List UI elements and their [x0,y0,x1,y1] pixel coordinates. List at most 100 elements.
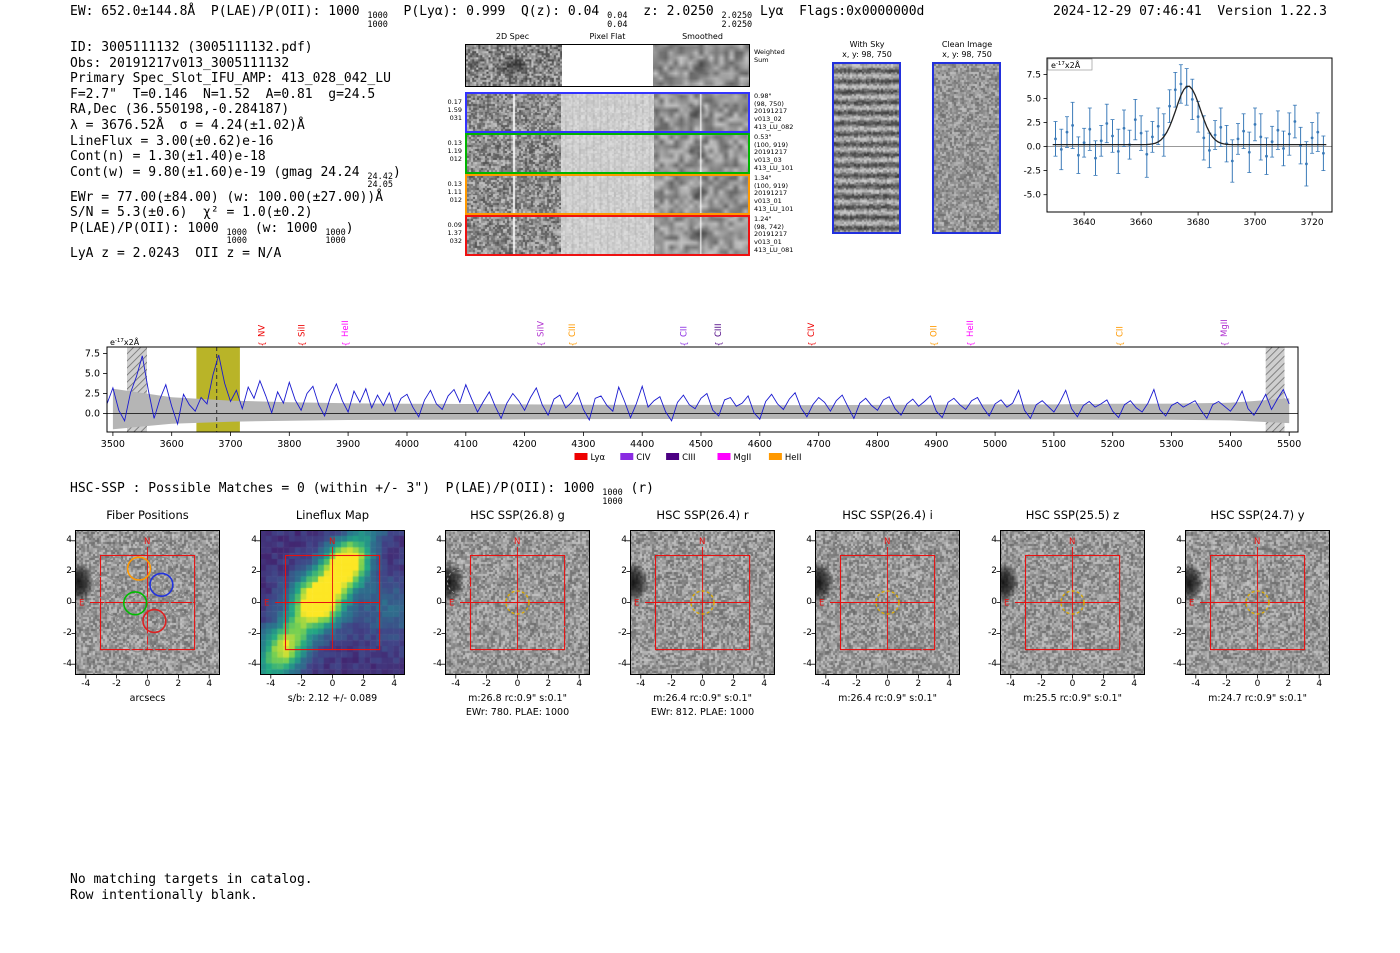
spec2d-row-annotation: 0.53" (100, 919) 20191217 v013_03 413_LU_101 [754,133,794,172]
x-tick-label: -4 [1191,679,1201,689]
spec2d-row-weights: 0.13 1.11 012 [447,180,462,204]
svg-text:4200: 4200 [513,439,537,450]
svg-text:NV: NV [258,325,268,337]
svg-text:3500: 3500 [101,439,125,450]
cutout-panel-hsc-ssp-24-7-y: HSC SSP(24.7) y N E -4 -4 -2 -2 0 0 2 2 4 4 m:24.7 rc… [1150,508,1365,723]
y-tick-label: 4 [251,535,257,546]
cutout-caption: m:26.4 rc:0.9" s:0.1" [653,693,752,704]
spec2d-row-weights: 0.09 1.37 032 [447,221,462,245]
x-tick-label: 4 [391,679,398,689]
cutout-panel-title: HSC SSP(25.5) z [1025,508,1120,522]
svg-text:{: { [807,341,816,346]
y-tick-label: 4 [436,535,442,546]
stacked-fraction: 1000 1000 [226,227,248,247]
compass-east-label: E [1189,599,1194,609]
with-sky-canvas [834,64,899,232]
clean-image-title: Clean Image x, y: 98, 750 [941,40,993,59]
y-tick-label: -2 [803,627,812,638]
clean-image-canvas [934,64,999,232]
compass-east-label: E [449,599,454,609]
spec2d-row-annotation: 0.98" (98, 750) 20191217 v013_02 413_LU_082 [754,92,794,131]
info-line: F=2.7" T=0.146 N=1.52 A=0.81 g=24.5 [70,86,376,102]
y-tick-label: 2 [1176,566,1182,577]
cutout-caption: s/b: 2.12 +/- 0.089 [287,693,378,704]
svg-text:-5.0: -5.0 [1023,191,1041,201]
x-tick-label: 4 [946,679,953,689]
compass-north-label: N [1069,537,1075,547]
svg-text:SiII: SiII [298,324,308,337]
spec2d-header-smoothed: Smoothed [682,32,723,41]
y-tick-label: -4 [988,658,997,669]
svg-text:{: { [568,341,577,346]
x-tick-label: 2 [175,679,182,689]
svg-text:{: { [1220,341,1229,346]
info-line: λ = 3676.52Å σ = 4.24(±1.02)Å [70,117,305,133]
svg-text:2.5: 2.5 [1027,119,1041,129]
cutout-panel-title: HSC SSP(26.4) r [656,508,749,522]
with-sky-title: With Sky x, y: 98, 750 [842,40,892,59]
stacked-fraction: 0.04 0.04 [607,11,628,30]
svg-text:5200: 5200 [1101,439,1125,450]
x-tick-label: -2 [1222,679,1232,689]
svg-text:HeII: HeII [966,320,976,337]
x-tick-label: 4 [1131,679,1138,689]
y-tick-label: 4 [66,535,72,546]
cutout-panel-title: Fiber Positions [106,508,189,522]
cutout-caption: m:24.7 rc:0.9" s:0.1" [1208,693,1307,704]
spec2d-header-pixelflat: Pixel Flat [589,32,626,41]
y-tick-label: 4 [621,535,627,546]
cutout-overlay: NE [71,530,220,679]
svg-text:CIV: CIV [636,453,650,463]
y-tick-label: 4 [806,535,812,546]
cutout-panel-title: HSC SSP(26.4) i [842,508,933,522]
cutout-overlay: NE [996,530,1145,679]
cutout-panel-title: Lineflux Map [295,508,370,522]
clean-image [932,62,1001,234]
info-line: ID: 3005111132 (3005111132.pdf) [70,40,313,55]
svg-text:MgII: MgII [1220,319,1230,337]
x-tick-label: 0 [884,679,891,689]
svg-text:HeII: HeII [785,453,802,463]
cutout-panel-fiber-positions: Fiber Positions N E -4 -4 -2 -2 0 0 2 2 4 4 arcsecs [40,508,255,723]
cutout-panel-title: HSC SSP(24.7) y [1210,508,1305,522]
svg-text:3700: 3700 [1244,218,1267,228]
y-tick-label: 0 [66,597,72,607]
stacked-fraction: 1000 1000 [367,11,388,30]
svg-text:{: { [258,341,267,346]
x-tick-label: 4 [206,679,213,689]
compass-north-label: N [699,537,705,547]
cutout-panel-hsc-ssp-26-4-r: HSC SSP(26.4) r N E -4 -4 -2 -2 0 0 2 2 4 4 m:26.4 rc… [595,508,810,723]
svg-text:5000: 5000 [983,439,1007,450]
cutout-overlay: NE [441,530,590,679]
x-tick-label: 0 [1254,679,1261,689]
x-axis-label: arcsecs [129,693,166,704]
y-tick-label: 4 [991,535,997,546]
detection-info-block: ID: 3005111132 (3005111132.pdf) Obs: 2019… [70,40,401,262]
spec2d-row-weights: 0.17 1.59 031 [447,98,462,122]
info-line: LineFlux = 3.00(±0.62)e-16 [70,133,274,149]
y-tick-label: -4 [618,658,627,669]
info-line: RA,Dec (36.550198,-0.284187) [70,102,290,118]
svg-text:5300: 5300 [1159,439,1183,450]
y-tick-label: -4 [433,658,442,669]
svg-text:0.0: 0.0 [1027,143,1042,153]
x-tick-label: -4 [1006,679,1016,689]
compass-north-label: N [1254,537,1260,547]
stacked-fraction: 1000 1000 [325,227,346,247]
cutout-caption-2: EWr: 812. PLAE: 1000 [650,707,755,718]
svg-text:3660: 3660 [1130,218,1153,228]
compass-north-label: N [514,537,520,547]
y-tick-label: 0 [251,597,257,607]
x-tick-label: -4 [821,679,831,689]
y-tick-label: 2 [66,566,72,577]
svg-text:4600: 4600 [748,439,772,450]
spec2d-weighted-sum-label: Weighted Sum [754,48,785,64]
cutout-caption-2: EWr: 780. PLAE: 1000 [465,707,570,718]
y-tick-label: 4 [1176,535,1182,546]
x-tick-label: 2 [1285,679,1292,689]
svg-text:4300: 4300 [571,439,595,450]
svg-text:{: { [1116,341,1125,346]
compass-east-label: E [79,599,84,609]
